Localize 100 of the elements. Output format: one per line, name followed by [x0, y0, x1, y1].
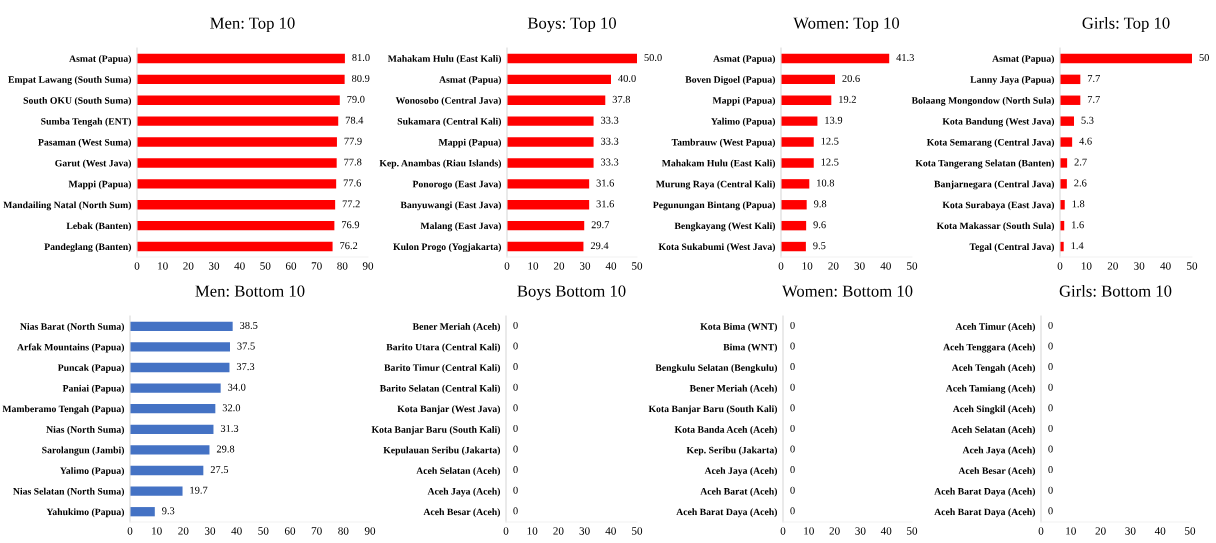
chart-title: Men: Bottom 10 — [195, 285, 305, 297]
data-label: 9.5 — [813, 242, 826, 250]
x-tick-label: 70 — [311, 527, 322, 535]
x-tick-label: 10 — [528, 262, 539, 270]
y-tick-label: Mappi (Papua) — [712, 96, 776, 106]
x-tick-label: 50 — [907, 527, 918, 535]
y-tick-label: Aceh Besar (Aceh) — [423, 508, 501, 518]
data-label: 19.2 — [839, 95, 856, 103]
y-tick-label: Bengkayang (West Kali) — [674, 222, 776, 232]
y-tick-label: Bener Meriah (Aceh) — [412, 322, 501, 332]
x-tick-label: 30 — [579, 527, 590, 535]
y-tick-label: Tambrauw (West Papua) — [671, 138, 776, 148]
y-tick-label: Aceh Besar (Aceh) — [958, 467, 1036, 476]
data-label: 27.5 — [210, 466, 229, 474]
bar — [1060, 116, 1074, 126]
y-tick-label: Pandeglang (Banten) — [44, 243, 132, 253]
y-tick-label: Boven Digoel (Papua) — [685, 75, 776, 85]
x-tick-label: 10 — [527, 527, 538, 535]
data-label: 37.5 — [237, 342, 255, 350]
chart-title: Girls: Bottom 10 — [1059, 284, 1172, 297]
y-tick-label: Kota Surabaya (East Java) — [942, 201, 1055, 211]
y-tick-label: Sumba Tengah (ENT) — [41, 117, 132, 127]
x-tick-label: 50 — [1185, 527, 1196, 535]
data-label: 0 — [1048, 486, 1053, 494]
y-tick-label: Aceh Barat Daya (Aceh) — [676, 508, 778, 518]
bar — [781, 241, 806, 252]
data-label: 0 — [790, 424, 795, 432]
bar — [130, 342, 230, 352]
y-tick-label: Puncak (Papua) — [57, 364, 125, 373]
chart-title: Men: Top 10 — [210, 17, 295, 33]
x-tick-label: 50 — [260, 262, 271, 270]
x-tick-label: 40 — [880, 262, 891, 270]
data-label: 77.2 — [342, 200, 360, 208]
y-tick-label: Mahakam Hulu (East Kali) — [387, 55, 502, 64]
bar — [781, 220, 807, 231]
x-tick-label: 50 — [632, 527, 643, 535]
data-label: 0 — [1048, 383, 1053, 391]
x-tick-label: 0 — [503, 527, 509, 535]
x-tick-label: 30 — [208, 262, 220, 270]
y-tick-label: Aceh Barat (Aceh) — [700, 487, 778, 497]
bar — [130, 424, 214, 434]
x-tick-label: 30 — [1125, 527, 1136, 535]
y-tick-label: Aceh Timur (Aceh) — [955, 322, 1036, 332]
x-tick-label: 40 — [605, 527, 616, 535]
data-label: 20.6 — [842, 74, 860, 82]
bar — [1060, 179, 1067, 189]
y-tick-label: South OKU (South Suma) — [23, 96, 132, 106]
chart-title: Women: Top 10 — [793, 17, 900, 33]
data-label: 31.3 — [220, 424, 239, 432]
x-tick-label: 0 — [134, 262, 140, 270]
data-label: 81.0 — [352, 54, 370, 62]
y-tick-label: Nias Selatan (North Suma) — [13, 487, 125, 497]
data-label: 31.6 — [596, 179, 615, 187]
y-tick-label: Kota Sukabumi (West Java) — [658, 243, 776, 252]
y-tick-label: Yalimo (Papua) — [60, 467, 125, 476]
y-tick-label: Aceh Tenggara (Aceh) — [943, 343, 1036, 353]
y-tick-label: Aceh Barat Daya (Aceh) — [934, 508, 1036, 518]
data-label: 0 — [513, 321, 518, 329]
x-tick-label: 40 — [231, 527, 242, 535]
y-tick-label: Kep. Anambas (Riau Islands) — [379, 159, 502, 169]
y-tick-label: Mappi (Papua) — [438, 138, 502, 148]
y-tick-label: Aceh Tamiang (Aceh) — [945, 384, 1036, 394]
x-tick-label: 10 — [158, 262, 168, 270]
y-tick-label: Kota Semarang (Central Java) — [926, 138, 1055, 148]
x-tick-label: 80 — [337, 262, 348, 270]
x-tick-label: 50 — [632, 262, 643, 270]
data-label: 0 — [513, 445, 518, 453]
data-label: 38.5 — [240, 321, 258, 329]
data-label: 29.7 — [591, 221, 610, 229]
bar — [130, 445, 210, 455]
data-label: 5.3 — [1081, 116, 1094, 124]
data-label: 10.8 — [817, 179, 835, 187]
bar — [781, 179, 810, 189]
y-tick-label: Barito Selatan (Central Kali) — [379, 384, 501, 394]
data-label: 0 — [1048, 342, 1053, 350]
y-tick-label: Mahakam Hulu (East Kali) — [661, 159, 776, 169]
bar — [130, 404, 216, 414]
y-tick-label: Asmat (Papua) — [439, 75, 502, 85]
x-tick-label: 30 — [204, 527, 216, 535]
y-tick-label: Banyuwangi (East Java) — [400, 201, 502, 211]
x-tick-label: 30 — [1134, 262, 1145, 270]
y-tick-label: Aceh Singkil (Aceh) — [952, 405, 1036, 415]
x-tick-label: 40 — [234, 262, 245, 270]
data-label: 12.5 — [821, 158, 839, 166]
x-tick-label: 20 — [183, 262, 194, 270]
bar — [507, 95, 606, 105]
y-tick-label: Nias Barat (North Suma) — [20, 322, 125, 332]
data-label: 0 — [790, 404, 795, 412]
y-tick-label: Garut (West Java) — [55, 159, 132, 169]
y-tick-label: Asmat (Papua) — [713, 55, 776, 64]
bar — [781, 74, 835, 85]
data-label: 9.3 — [162, 507, 175, 515]
bar — [130, 321, 233, 331]
y-tick-label: Nias (North Suma) — [46, 425, 125, 435]
bar — [1060, 74, 1081, 85]
data-label: 1.6 — [1072, 221, 1084, 229]
data-label: 37.3 — [236, 363, 255, 371]
data-label: 77.9 — [344, 137, 362, 145]
data-label: 0 — [790, 321, 795, 329]
bar — [781, 200, 807, 210]
